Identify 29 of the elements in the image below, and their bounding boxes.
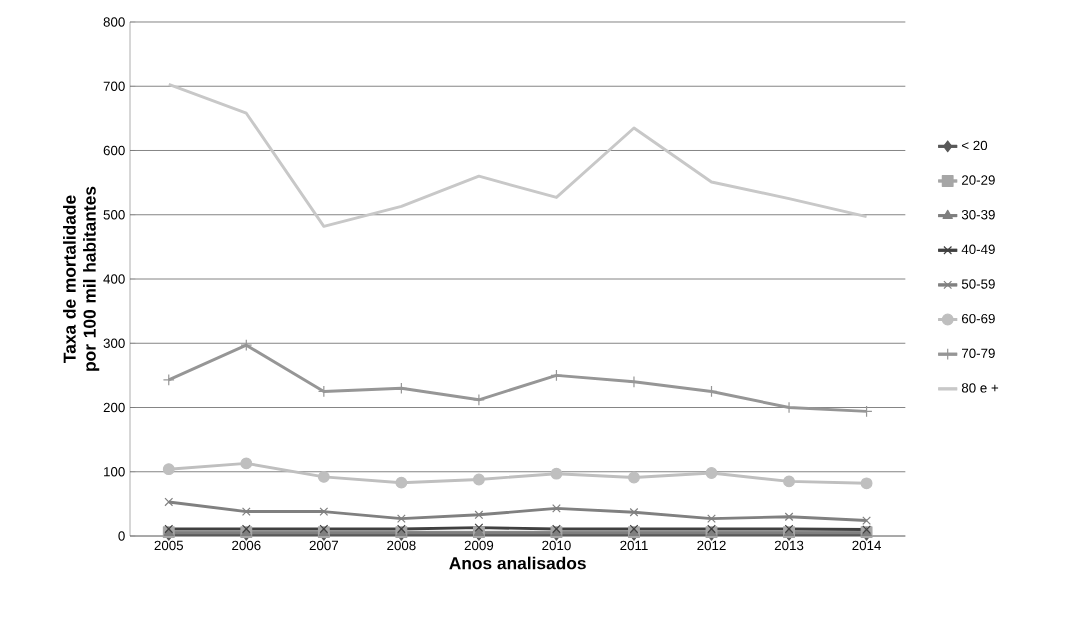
legend-label: 80 e + — [961, 383, 999, 393]
x-tick-label: 2007 — [309, 540, 338, 551]
y-tick-label: 200 — [103, 402, 125, 413]
x-tick-label: 2005 — [154, 540, 184, 551]
y-tick-label: 400 — [103, 274, 125, 284]
y-tick-label: 300 — [103, 338, 125, 349]
y-tick-label: 800 — [103, 17, 125, 27]
x-tick-label: 2013 — [774, 540, 804, 551]
y-axis-title: Taxa de mortalidade por 100 mil habitantes — [63, 186, 100, 371]
x-tick-label: 2011 — [620, 540, 648, 551]
legend-label: 30-39 — [961, 210, 995, 220]
y-tick-label: 500 — [103, 210, 125, 220]
x-tick-label: 2006 — [232, 540, 261, 551]
x-axis-title: Anos analisados — [449, 556, 586, 570]
y-tick-label: 700 — [103, 81, 125, 92]
x-tick-label: 2012 — [697, 540, 726, 551]
x-tick-label: 2014 — [852, 540, 882, 551]
y-tick-label: 600 — [103, 145, 125, 156]
legend-label: 40-49 — [961, 244, 995, 255]
y-tick-label: 100 — [104, 467, 125, 477]
legend-label: 20-29 — [961, 175, 995, 185]
x-tick-label: 2008 — [387, 540, 416, 551]
y-tick-label: 0 — [118, 531, 125, 541]
legend-label: 60-69 — [961, 314, 995, 324]
legend-label: 70-79 — [962, 348, 995, 359]
x-tick-label: 2009 — [464, 540, 494, 551]
x-tick-label: 2010 — [542, 540, 571, 551]
legend-label: < 20 — [961, 140, 988, 151]
legend-label: 50-59 — [961, 279, 995, 289]
